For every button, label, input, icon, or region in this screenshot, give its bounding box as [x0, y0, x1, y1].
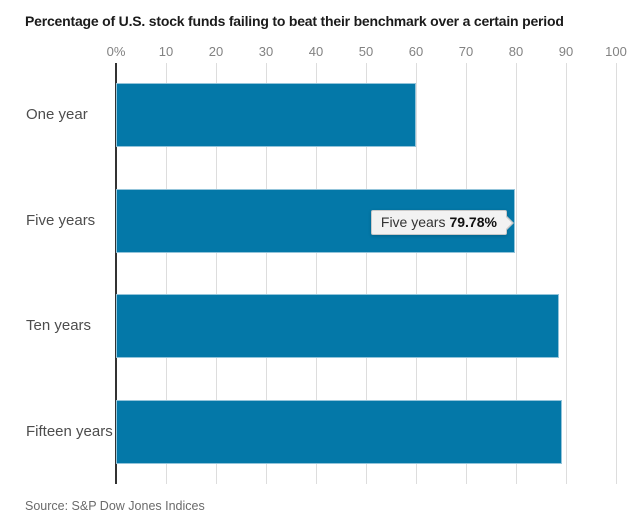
x-axis-tick-label: 80 [508, 44, 524, 59]
gridline [615, 63, 617, 484]
gridline [315, 63, 317, 484]
category-label: Fifteen years [26, 422, 113, 440]
x-axis-tick-label: 40 [308, 44, 324, 59]
x-axis-tick-label: 50 [358, 44, 374, 59]
category-label: Five years [26, 211, 96, 229]
tooltip-value: 79.78% [449, 214, 497, 230]
zero-axis-line [115, 63, 117, 484]
gridline [415, 63, 417, 484]
chart-title: Percentage of U.S. stock funds failing t… [25, 13, 564, 29]
bar-fifteen-years[interactable] [116, 399, 562, 464]
tooltip: Five years 79.78% [370, 210, 507, 235]
category-label: Ten years [26, 317, 92, 334]
gridline [515, 63, 517, 484]
x-axis-tick-label: 0% [106, 44, 126, 59]
x-axis-tick-label: 20 [208, 44, 224, 59]
bar-ten-years[interactable] [116, 294, 559, 358]
source-label: Source: S&P Dow Jones Indices [25, 499, 205, 513]
x-axis-tick-label: 10 [158, 44, 174, 59]
gridline [215, 63, 217, 484]
gridline [165, 63, 167, 484]
x-axis-tick-label: 70 [458, 44, 474, 59]
x-axis-tick-label: 100 [605, 44, 627, 59]
gridline [465, 63, 467, 484]
gridline [565, 63, 567, 484]
x-axis-tick-label: 60 [408, 44, 424, 59]
x-axis-tick-label: 90 [558, 44, 574, 59]
bar-one-year[interactable] [116, 83, 416, 147]
tooltip-category-label: Five years [380, 214, 446, 230]
x-axis-tick-label: 30 [258, 44, 274, 59]
gridline [265, 63, 267, 484]
gridline [365, 63, 367, 484]
category-label: One year [26, 106, 88, 123]
